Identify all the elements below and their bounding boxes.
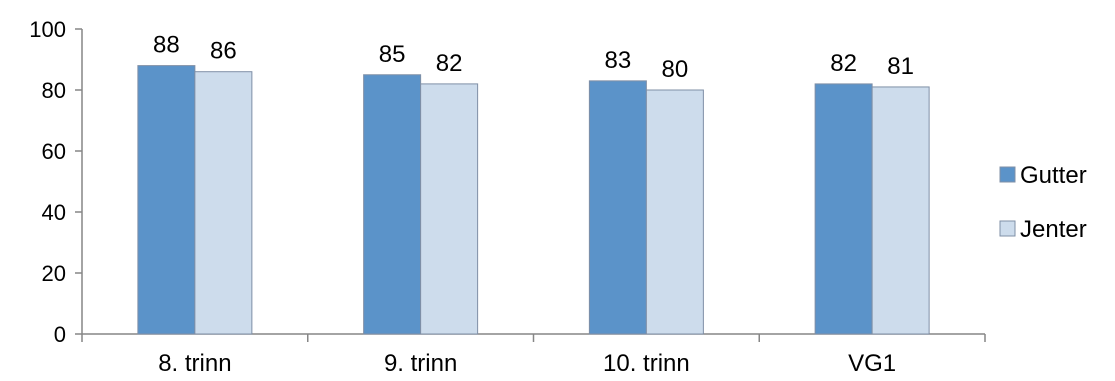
- x-tick-label: 9. trinn: [384, 350, 457, 377]
- x-tick-label: 10. trinn: [603, 350, 690, 377]
- bar-gutter: [588, 80, 647, 335]
- y-tick-label: 80: [42, 78, 66, 103]
- data-label: 83: [605, 47, 632, 74]
- y-tick-label: 40: [42, 200, 66, 225]
- bar-jenter: [194, 71, 253, 335]
- data-label: 88: [153, 32, 180, 59]
- x-tick-label: VG1: [848, 350, 896, 377]
- y-tick-label: 0: [54, 322, 66, 347]
- data-labels: 88 86 85 82 83 80 82 81: [153, 32, 914, 83]
- y-tick-label: 60: [42, 139, 66, 164]
- bars: [137, 65, 930, 335]
- y-tick-label: 20: [42, 261, 66, 286]
- bar-gutter: [814, 83, 873, 335]
- data-label: 82: [436, 50, 463, 77]
- bar-jenter: [871, 86, 930, 335]
- data-label: 80: [662, 56, 689, 83]
- x-axis: 8. trinn 9. trinn 10. trinn VG1: [81, 333, 986, 377]
- data-label: 86: [210, 38, 237, 65]
- data-label: 81: [887, 53, 914, 80]
- data-label: 85: [379, 41, 406, 68]
- legend-label-jenter: Jenter: [1020, 216, 1087, 243]
- legend-label-gutter: Gutter: [1020, 162, 1087, 189]
- y-tick-label: 100: [29, 17, 66, 42]
- bar-jenter: [420, 83, 479, 335]
- bar-gutter: [363, 74, 422, 335]
- legend-swatch-jenter: [999, 220, 1016, 237]
- legend-swatch-gutter: [999, 166, 1016, 183]
- data-label: 82: [830, 50, 857, 77]
- legend: Gutter Jenter: [999, 162, 1087, 243]
- bar-gutter: [137, 65, 196, 335]
- y-axis: 0 20 40 60 80 100: [29, 17, 83, 347]
- x-tick-label: 8. trinn: [158, 350, 231, 377]
- bar-jenter: [645, 89, 704, 335]
